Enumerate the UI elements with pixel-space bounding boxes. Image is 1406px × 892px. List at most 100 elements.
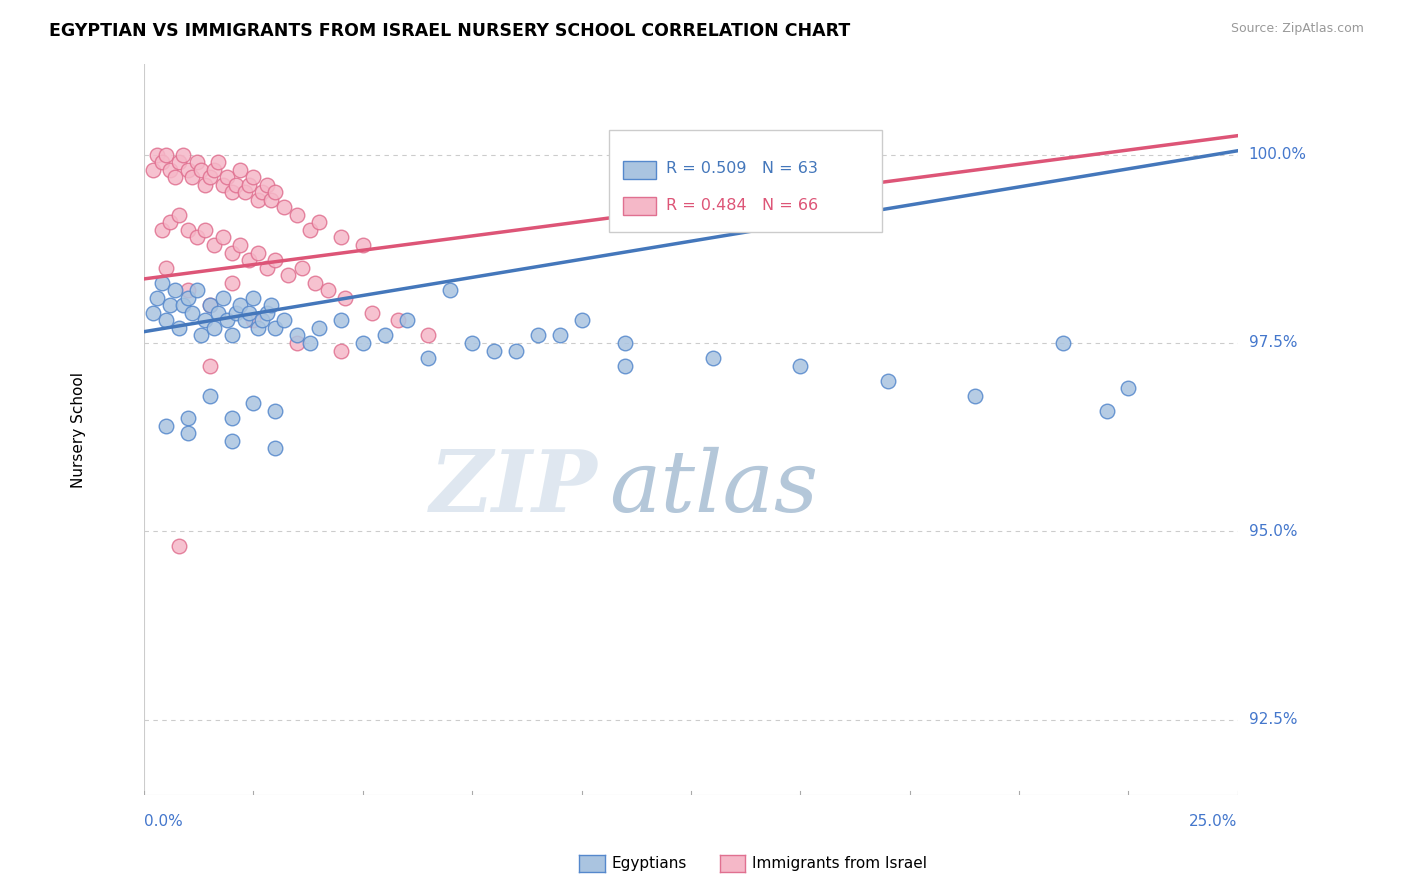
Text: 100.0%: 100.0% <box>1249 147 1306 162</box>
Point <box>167 155 190 169</box>
Point <box>264 442 287 456</box>
Point <box>198 298 221 312</box>
Point <box>159 215 181 229</box>
Point <box>273 313 295 327</box>
Point <box>155 260 177 275</box>
Point <box>246 193 269 207</box>
Point <box>316 283 339 297</box>
Point <box>163 283 186 297</box>
Point <box>190 328 212 343</box>
Point <box>285 208 308 222</box>
Point <box>238 178 260 192</box>
Point <box>308 321 330 335</box>
Point <box>163 170 186 185</box>
Point <box>173 298 195 312</box>
Point <box>1095 404 1118 418</box>
Point <box>330 313 353 327</box>
Point <box>352 238 374 252</box>
Text: R = 0.484   N = 66: R = 0.484 N = 66 <box>666 198 818 212</box>
Point <box>285 335 308 350</box>
Text: 0.0%: 0.0% <box>145 814 183 829</box>
Point <box>548 328 571 343</box>
Point <box>439 283 461 297</box>
Point <box>155 313 177 327</box>
Point <box>387 313 409 327</box>
Point <box>299 335 322 350</box>
Point <box>221 276 243 290</box>
Point <box>212 230 235 244</box>
Point <box>229 298 252 312</box>
FancyBboxPatch shape <box>623 197 657 215</box>
Point <box>142 306 165 320</box>
Point <box>221 411 243 425</box>
Text: 25.0%: 25.0% <box>1189 814 1237 829</box>
Point <box>238 306 260 320</box>
Point <box>252 313 274 327</box>
Point <box>186 155 208 169</box>
Point <box>789 359 811 373</box>
Point <box>242 396 264 410</box>
Text: EGYPTIAN VS IMMIGRANTS FROM ISRAEL NURSERY SCHOOL CORRELATION CHART: EGYPTIAN VS IMMIGRANTS FROM ISRAEL NURSE… <box>49 22 851 40</box>
Point <box>217 170 239 185</box>
Point <box>614 335 637 350</box>
Point <box>207 155 229 169</box>
Text: Source: ZipAtlas.com: Source: ZipAtlas.com <box>1230 22 1364 36</box>
Point <box>177 426 200 441</box>
Point <box>260 298 283 312</box>
Point <box>461 335 484 350</box>
Point <box>167 540 190 554</box>
Point <box>198 359 221 373</box>
Point <box>146 291 169 305</box>
Point <box>194 178 217 192</box>
Point <box>702 351 724 365</box>
Point <box>242 170 264 185</box>
Point <box>571 313 593 327</box>
Text: Immigrants from Israel: Immigrants from Israel <box>752 856 927 871</box>
Point <box>256 178 278 192</box>
Text: ZIP: ZIP <box>430 446 598 530</box>
Point <box>876 374 898 388</box>
Point <box>212 178 235 192</box>
Point <box>221 185 243 199</box>
Text: 92.5%: 92.5% <box>1249 713 1298 727</box>
Point <box>264 185 287 199</box>
Point <box>181 306 204 320</box>
Point <box>225 178 247 192</box>
Point <box>299 223 322 237</box>
Point <box>418 328 440 343</box>
Text: R = 0.509   N = 63: R = 0.509 N = 63 <box>666 161 818 176</box>
Point <box>352 335 374 350</box>
Point <box>256 306 278 320</box>
Point <box>330 343 353 358</box>
Point <box>395 313 418 327</box>
Point <box>225 306 247 320</box>
Point <box>482 343 505 358</box>
Point <box>246 245 269 260</box>
Point <box>198 298 221 312</box>
Point <box>181 170 204 185</box>
Point <box>155 147 177 161</box>
Point <box>229 162 252 177</box>
Point <box>264 253 287 268</box>
Point <box>252 185 274 199</box>
Point <box>177 223 200 237</box>
Point <box>1052 335 1074 350</box>
Point <box>330 230 353 244</box>
Point <box>173 147 195 161</box>
Point <box>207 306 229 320</box>
Point <box>264 321 287 335</box>
Point <box>527 328 550 343</box>
Text: 95.0%: 95.0% <box>1249 524 1298 539</box>
Point <box>374 328 396 343</box>
FancyBboxPatch shape <box>609 130 883 232</box>
Point <box>418 351 440 365</box>
Point <box>233 185 256 199</box>
Point <box>159 298 181 312</box>
Point <box>155 418 177 433</box>
Point <box>246 321 269 335</box>
Point <box>202 238 225 252</box>
Point <box>202 321 225 335</box>
Point <box>221 328 243 343</box>
Point <box>221 434 243 448</box>
Point <box>264 404 287 418</box>
